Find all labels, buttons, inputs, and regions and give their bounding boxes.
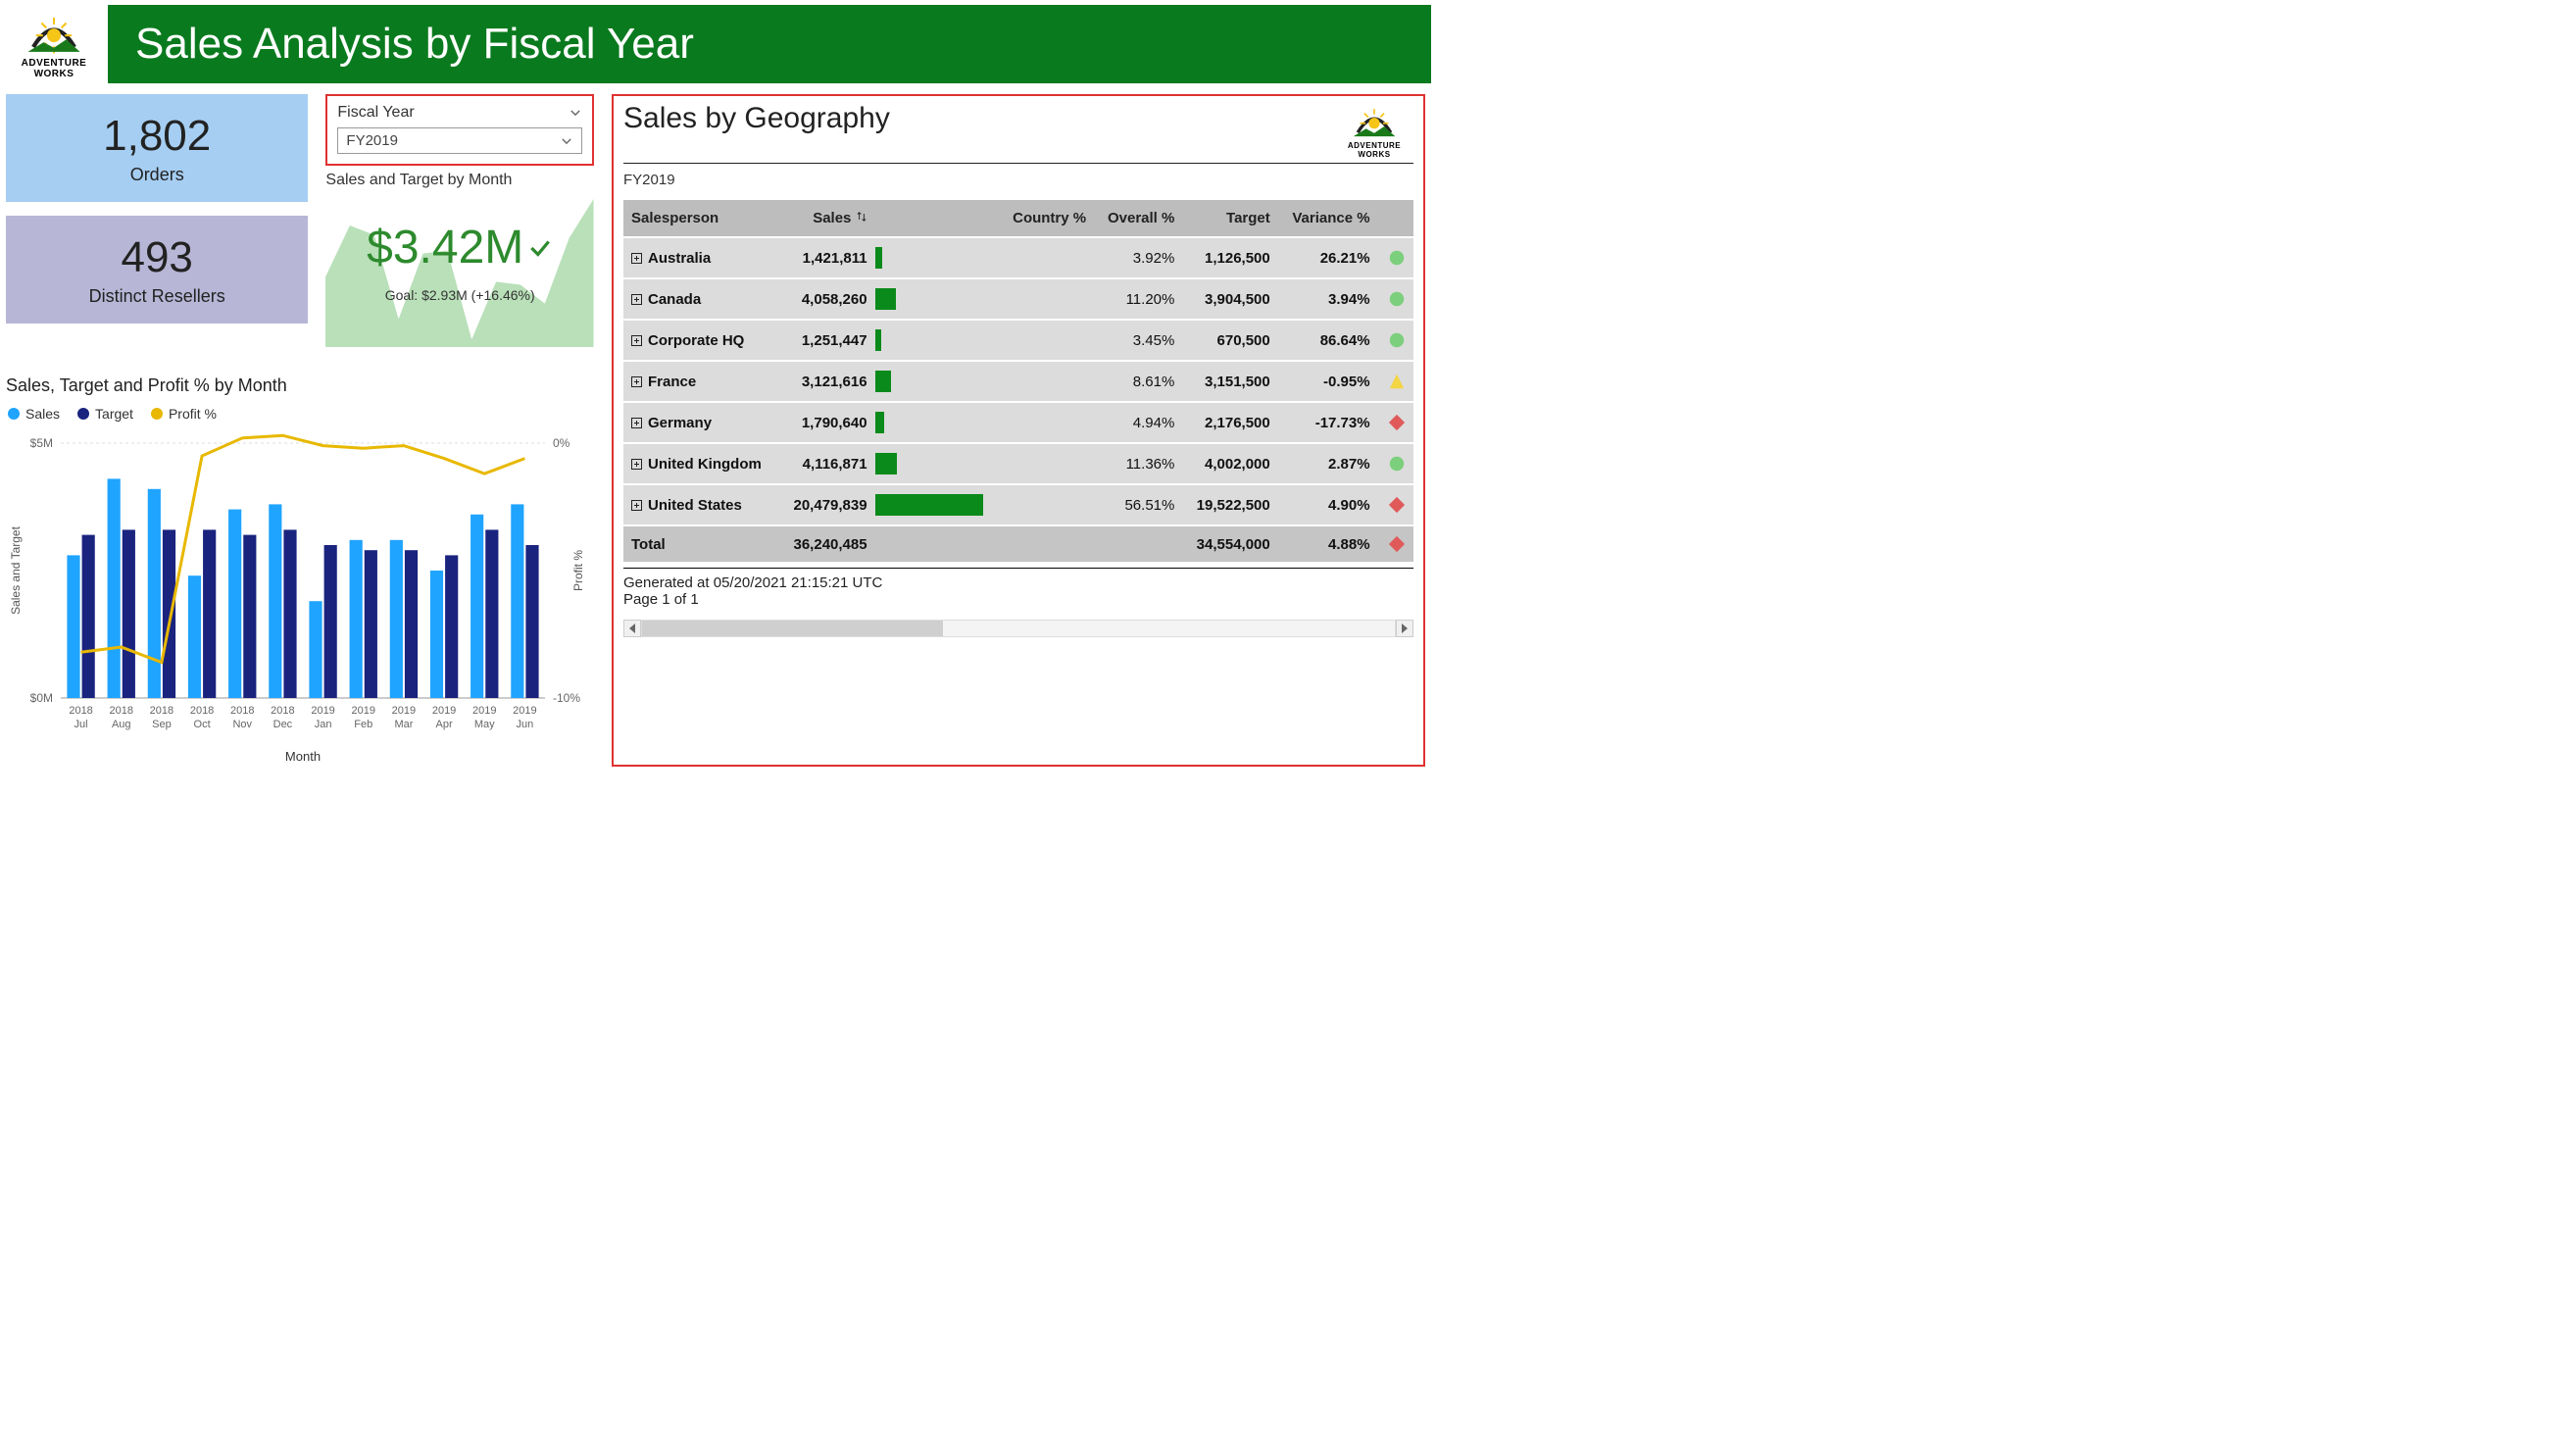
- page-title: Sales Analysis by Fiscal Year: [108, 5, 1431, 83]
- svg-text:May: May: [474, 719, 495, 730]
- svg-text:2019: 2019: [392, 705, 416, 717]
- card-orders-label: Orders: [130, 165, 184, 185]
- brand-logo: ADVENTUREWORKS: [0, 9, 108, 79]
- svg-text:Nov: Nov: [232, 719, 252, 730]
- brand-name-2: WORKS: [34, 69, 74, 79]
- table-row[interactable]: Corporate HQ 1,251,447 3.45% 670,500 86.…: [623, 320, 1413, 361]
- svg-text:-10%: -10%: [553, 691, 580, 705]
- legend-target: Target: [95, 406, 133, 422]
- geo-table[interactable]: SalespersonSales Country %Overall %Targe…: [623, 200, 1413, 562]
- geo-col-header[interactable]: [1378, 200, 1413, 237]
- horizontal-scrollbar[interactable]: [623, 620, 1413, 637]
- svg-text:Profit %: Profit %: [571, 550, 585, 591]
- adventureworks-logo-icon: [20, 9, 88, 58]
- header: ADVENTUREWORKS Sales Analysis by Fiscal …: [0, 0, 1431, 88]
- svg-text:Dec: Dec: [273, 719, 293, 730]
- svg-text:Sales and Target: Sales and Target: [9, 525, 23, 615]
- check-icon: [527, 235, 553, 261]
- legend-sales: Sales: [25, 406, 60, 422]
- scroll-thumb[interactable]: [642, 621, 943, 636]
- svg-text:2018: 2018: [110, 705, 133, 717]
- table-row[interactable]: France 3,121,616 8.61% 3,151,500 -0.95%: [623, 361, 1413, 402]
- scroll-track[interactable]: [641, 620, 1396, 637]
- expand-icon[interactable]: [631, 253, 642, 264]
- card-resellers-label: Distinct Resellers: [89, 286, 225, 307]
- combo-chart[interactable]: $5M $0M 0% -10% 2018 Jul 2018 Aug 2018 Sep 2018 Oct…: [6, 433, 594, 767]
- svg-text:Sep: Sep: [152, 719, 172, 730]
- table-row[interactable]: United States 20,479,839 56.51% 19,522,5…: [623, 484, 1413, 525]
- geo-page: Page 1 of 1: [623, 591, 1413, 608]
- card-orders[interactable]: 1,802 Orders: [6, 94, 308, 202]
- kpi-sales-target[interactable]: Sales and Target by Month $3.42M Goal: $…: [325, 172, 594, 348]
- brand-name-1: ADVENTURE: [22, 58, 87, 69]
- fiscal-year-slicer: Fiscal Year FY2019: [325, 94, 594, 166]
- table-row[interactable]: Germany 1,790,640 4.94% 2,176,500 -17.73…: [623, 402, 1413, 443]
- geo-generated: Generated at 05/20/2021 21:15:21 UTC: [623, 574, 1413, 591]
- slicer-selected: FY2019: [346, 132, 398, 149]
- svg-text:Apr: Apr: [436, 719, 453, 730]
- scroll-left-button[interactable]: [623, 620, 641, 637]
- svg-text:2018: 2018: [230, 705, 254, 717]
- card-distinct-resellers[interactable]: 493 Distinct Resellers: [6, 216, 308, 324]
- svg-text:$5M: $5M: [30, 436, 53, 450]
- kpi-title: Sales and Target by Month: [325, 172, 594, 189]
- expand-icon[interactable]: [631, 500, 642, 511]
- svg-text:Aug: Aug: [112, 719, 131, 730]
- card-resellers-value: 493: [121, 233, 192, 282]
- geo-subtitle: FY2019: [623, 172, 1413, 188]
- expand-icon[interactable]: [631, 294, 642, 305]
- expand-icon[interactable]: [631, 335, 642, 346]
- table-row[interactable]: Australia 1,421,811 3.92% 1,126,500 26.2…: [623, 237, 1413, 278]
- geo-footer: Generated at 05/20/2021 21:15:21 UTC Pag…: [623, 568, 1413, 608]
- svg-text:2018: 2018: [150, 705, 173, 717]
- svg-text:Mar: Mar: [394, 719, 413, 730]
- geo-col-header[interactable]: Salesperson: [623, 200, 779, 237]
- svg-text:2018: 2018: [190, 705, 214, 717]
- slicer-dropdown[interactable]: FY2019: [337, 127, 582, 154]
- combo-legend: Sales Target Profit %: [8, 406, 594, 422]
- svg-text:Jan: Jan: [315, 719, 332, 730]
- geo-col-header[interactable]: Sales: [779, 200, 874, 237]
- sales-by-geography-panel: Sales by Geography ADVENTUREWORKS FY2019…: [612, 94, 1425, 767]
- expand-icon[interactable]: [631, 376, 642, 387]
- scroll-right-button[interactable]: [1396, 620, 1413, 637]
- chevron-down-icon: [560, 134, 573, 148]
- geo-col-header[interactable]: Country %: [999, 200, 1094, 237]
- expand-icon[interactable]: [631, 459, 642, 470]
- slicer-title: Fiscal Year: [337, 104, 414, 122]
- kpi-goal: Goal: $2.93M (+16.46%): [325, 287, 594, 303]
- combo-chart-svg: $5M $0M 0% -10% 2018 Jul 2018 Aug 2018 Sep 2018 Oct…: [6, 433, 594, 767]
- svg-text:2019: 2019: [352, 705, 375, 717]
- svg-text:2019: 2019: [311, 705, 334, 717]
- combo-chart-title: Sales, Target and Profit % by Month: [6, 375, 594, 396]
- table-row[interactable]: United Kingdom 4,116,871 11.36% 4,002,00…: [623, 443, 1413, 484]
- svg-text:Feb: Feb: [354, 719, 372, 730]
- page-title-text: Sales Analysis by Fiscal Year: [135, 20, 694, 69]
- svg-text:0%: 0%: [553, 436, 570, 450]
- geo-col-header[interactable]: [875, 200, 999, 237]
- expand-icon[interactable]: [631, 418, 642, 428]
- svg-text:2019: 2019: [472, 705, 496, 717]
- card-orders-value: 1,802: [103, 112, 211, 161]
- table-total-row: Total 36,240,485 34,554,0004.88%: [623, 525, 1413, 562]
- svg-text:2019: 2019: [432, 705, 456, 717]
- svg-text:Oct: Oct: [194, 719, 211, 730]
- geo-col-header[interactable]: Target: [1182, 200, 1277, 237]
- svg-text:2018: 2018: [271, 705, 294, 717]
- geo-col-header[interactable]: Variance %: [1278, 200, 1378, 237]
- legend-profit: Profit %: [169, 406, 217, 422]
- geo-title: Sales by Geography: [623, 102, 890, 135]
- svg-text:Jun: Jun: [517, 719, 534, 730]
- svg-text:2018: 2018: [69, 705, 92, 717]
- table-row[interactable]: Canada 4,058,260 11.20% 3,904,500 3.94%: [623, 278, 1413, 320]
- svg-text:2019: 2019: [513, 705, 536, 717]
- kpi-value: $3.42M: [367, 221, 523, 274]
- svg-text:Month: Month: [285, 749, 321, 764]
- geo-col-header[interactable]: Overall %: [1094, 200, 1182, 237]
- svg-text:Jul: Jul: [74, 719, 88, 730]
- adventureworks-logo-icon: [1347, 102, 1402, 141]
- chevron-down-icon[interactable]: [569, 106, 582, 120]
- svg-text:$0M: $0M: [30, 691, 53, 705]
